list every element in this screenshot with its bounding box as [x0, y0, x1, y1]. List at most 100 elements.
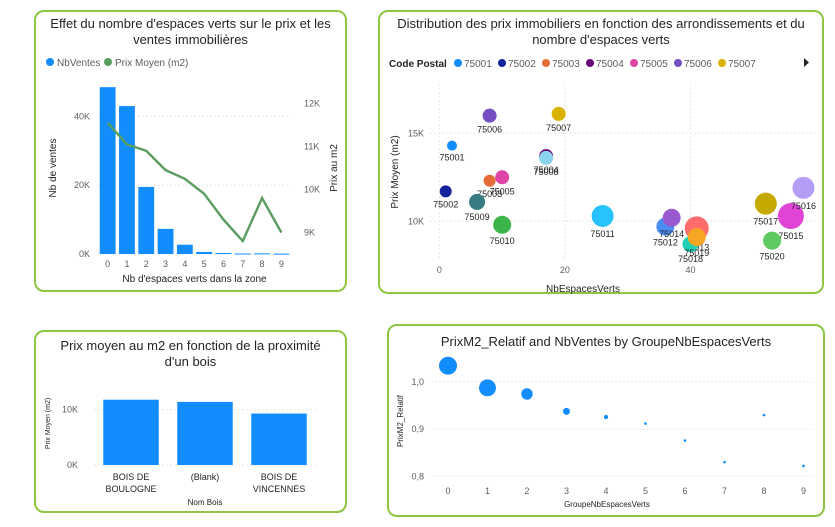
- y2-tick-label: 11K: [304, 142, 319, 152]
- x-axis-title: Nom Bois: [188, 498, 223, 507]
- x-tick-label: BOIS DE: [113, 472, 150, 482]
- chart-card-espaces-verts: Effet du nombre d'espaces verts sur le p…: [34, 10, 347, 292]
- bar-prix-moyen: [103, 399, 159, 465]
- bubble-label: 75001: [439, 153, 464, 163]
- bubble-75016: [792, 176, 815, 199]
- legend-label: 75007: [728, 59, 756, 70]
- bubble-75008: [539, 150, 554, 165]
- y-axis-title: Prix Moyen (m2): [45, 398, 52, 449]
- bubble-75014: [662, 208, 681, 227]
- y2-tick-label: 12K: [304, 99, 320, 109]
- scatter-point: [802, 464, 805, 468]
- chart4-svg: 0,8 0,9 1,0 0 1 2 3 4 5 6 7 8 9 GroupeNbEspacesVerts P…: [396, 356, 815, 509]
- bubble-label: 75020: [760, 252, 785, 262]
- scatter-point: [479, 379, 496, 397]
- scatter-point: [644, 422, 647, 425]
- legend-marker: [498, 59, 506, 67]
- bubble-label: 75010: [490, 236, 515, 246]
- y-tick-label: 20K: [74, 180, 90, 190]
- bubble-75002: [439, 185, 452, 198]
- x-tick-label: 1: [485, 486, 490, 496]
- x-tick-label: 1: [124, 259, 129, 269]
- x-axis-title: GroupeNbEspacesVerts: [564, 500, 650, 509]
- x-tick-label: 3: [564, 486, 569, 496]
- chart1-svg: NbVentes Prix Moyen (m2) 0K 20K 40K 9K 10K 11K 1…: [46, 58, 340, 285]
- x-tick-label: 9: [279, 259, 284, 269]
- bar-nbventes: [99, 87, 116, 254]
- legend-marker: [586, 59, 594, 67]
- y-tick-label: 1,0: [411, 377, 424, 387]
- bar-nbventes: [273, 253, 290, 255]
- chart2-title: Distribution des prix immobiliers en fon…: [397, 16, 805, 47]
- chart1-title: Effet du nombre d'espaces verts sur le p…: [50, 16, 331, 47]
- x-tick-label: 3: [163, 259, 168, 269]
- bubble-75015: [777, 203, 804, 229]
- y-tick-label: 0K: [67, 460, 78, 470]
- bubble-75020: [763, 231, 782, 250]
- bubble-label: 75004: [534, 165, 559, 175]
- legend-marker: [718, 59, 726, 67]
- x-tick-label: 4: [603, 486, 608, 496]
- x-tick-label: 6: [682, 486, 687, 496]
- bubble-label: 75012: [653, 238, 678, 248]
- bar-nbventes: [196, 251, 213, 254]
- y-tick-label: 15K: [408, 128, 424, 138]
- legend-label: 75006: [684, 59, 712, 70]
- bar-nbventes: [157, 228, 174, 254]
- x-axis-title: Nb d'espaces verts dans la zone: [122, 274, 267, 285]
- y-tick-label: 0K: [79, 249, 90, 259]
- x-tick-label: 7: [722, 486, 727, 496]
- chart-card-prixm2-relatif: PrixM2_Relatif and NbVentes by GroupeNbE…: [387, 324, 825, 517]
- bar-nbventes: [254, 253, 270, 255]
- bubble-75003: [483, 174, 496, 187]
- x-tick-label: (Blank): [191, 472, 220, 482]
- bubble-label: 75017: [753, 217, 778, 227]
- x-tick-label: 0: [105, 259, 110, 269]
- chart-card-proximite-bois: Prix moyen au m2 en fonction de la proxi…: [34, 330, 347, 513]
- x-tick-label: 20: [560, 265, 570, 275]
- legend-title: Code Postal: [389, 59, 447, 70]
- legend-label: 75001: [464, 59, 492, 70]
- y-axis-title: Prix Moyen (m2): [390, 135, 401, 208]
- legend-marker: [454, 59, 462, 67]
- y-tick-label: 10K: [62, 405, 78, 415]
- bubble-label: 75005: [490, 186, 515, 196]
- line-prix-moyen: [106, 122, 283, 244]
- y-axis-title: PrixM2_Relatif: [396, 394, 405, 447]
- legend-marker: [630, 59, 638, 67]
- y2-axis-title: Prix au m2: [329, 144, 340, 192]
- y-axis-title: Nb de ventes: [48, 139, 59, 198]
- chart3-title: Prix moyen au m2 en fonction de la proxi…: [60, 338, 321, 369]
- bubble-label: 75014: [659, 229, 684, 239]
- bar-nbventes: [119, 106, 135, 254]
- x-tick-label: 0: [445, 486, 450, 496]
- bubble-label: 75006: [477, 125, 502, 135]
- x-tick-label: VINCENNES: [253, 484, 306, 494]
- bubble-75006: [482, 108, 497, 123]
- legend-label: 75003: [552, 59, 580, 70]
- bubble-label: 75002: [433, 199, 458, 209]
- legend-label: 75005: [640, 59, 668, 70]
- x-tick-label: 7: [240, 259, 245, 269]
- legend-label-prix-moyen: Prix Moyen (m2): [115, 58, 188, 69]
- x-tick-label: 5: [643, 486, 648, 496]
- legend-label-nbventes: NbVentes: [57, 58, 100, 69]
- legend-next-icon: [804, 58, 809, 67]
- bubble-75017: [754, 192, 777, 215]
- x-tick-label: 2: [524, 486, 529, 496]
- chart3-svg: 0K 10K BOIS DE BOULOGNE (Blank) BOIS DE VINCEN…: [45, 398, 316, 507]
- chart4-title: PrixM2_Relatif and NbVentes by GroupeNbE…: [440, 334, 772, 349]
- bubble-75010: [493, 215, 512, 234]
- bubble-75009: [469, 193, 486, 210]
- legend-marker-nbventes: [46, 58, 54, 66]
- x-tick-label: 5: [202, 259, 207, 269]
- bubble-label: 75015: [778, 231, 803, 241]
- bar-nbventes: [138, 186, 155, 254]
- bubble-75005: [495, 170, 510, 185]
- bar-nbventes: [176, 244, 193, 254]
- scatter-point: [439, 356, 457, 375]
- y-tick-label: 10K: [408, 216, 424, 226]
- y-tick-label: 40K: [74, 111, 90, 121]
- scatter-point: [723, 460, 726, 464]
- bubble-75019: [687, 228, 706, 247]
